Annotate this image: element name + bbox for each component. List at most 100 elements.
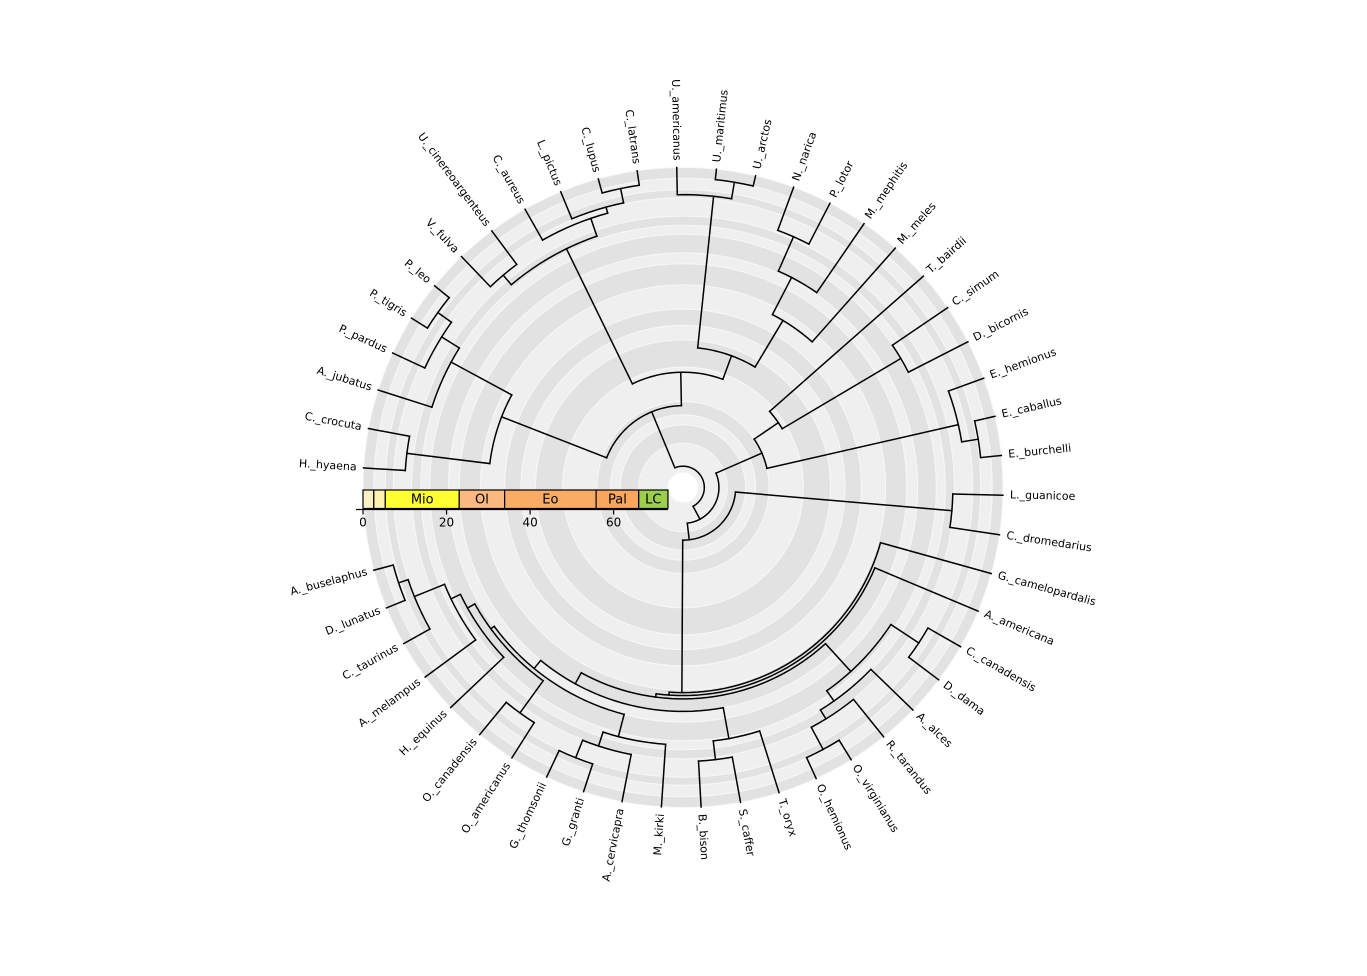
clade-arc <box>681 491 737 541</box>
terminal-branch <box>621 753 633 803</box>
tip-label: E._burchelli <box>1008 442 1072 461</box>
branch <box>450 593 462 600</box>
tip-label: C._simum <box>950 268 1002 309</box>
axis-tick-label: 0 <box>359 516 367 530</box>
terminal-branch <box>478 701 508 736</box>
tip-label: O._americanus <box>459 760 514 836</box>
branch <box>436 311 453 324</box>
epoch-label: Pal <box>608 492 627 507</box>
tip-label: A._alces <box>914 710 955 751</box>
clade-arc <box>404 435 411 472</box>
axis-tick-label: 20 <box>439 516 454 530</box>
tree-branches <box>362 166 1004 808</box>
tip-label: C._crocuta <box>304 410 363 433</box>
terminal-branch <box>410 317 429 330</box>
clade-arc <box>488 393 513 465</box>
clade-arc <box>907 626 929 659</box>
tip-label: A._melampus <box>356 675 424 729</box>
tip-label: V._fulva <box>423 216 462 256</box>
clade-arc <box>825 623 892 692</box>
clade-arc <box>443 583 477 641</box>
terminal-branch <box>559 190 573 220</box>
branch <box>712 740 717 761</box>
terminal-branch <box>768 275 925 413</box>
clade-arc <box>676 193 733 200</box>
epoch-segment <box>373 489 386 510</box>
tip-label: B._bison <box>696 814 712 861</box>
tip-label: C._canadensis <box>964 644 1039 694</box>
branch <box>397 578 410 584</box>
branch <box>730 181 736 200</box>
clade-arc <box>407 578 431 631</box>
branch <box>466 602 476 610</box>
tip-label: N._narica <box>789 130 819 183</box>
branch <box>413 583 446 598</box>
clade-arc <box>768 410 784 430</box>
clade-arc <box>776 229 810 246</box>
clade-arc <box>423 321 453 369</box>
clade-arc <box>602 731 667 746</box>
tip-label: U._americanus <box>669 79 684 161</box>
tip-label: H._equinus <box>397 707 450 758</box>
epoch-segment <box>362 489 375 510</box>
clade-arc <box>947 390 963 443</box>
epoch-segment <box>638 489 669 510</box>
clade-arc <box>473 602 545 682</box>
branch <box>766 423 960 470</box>
clade-arc <box>558 749 594 765</box>
clade-arc <box>714 178 755 187</box>
clade-arc <box>601 184 641 194</box>
terminal-branch <box>367 427 411 438</box>
terminal-branch <box>697 760 702 808</box>
clade-arc <box>712 730 761 742</box>
tip-label: L._pictus <box>534 138 565 188</box>
terminal-branch <box>731 756 742 804</box>
branch <box>753 421 780 441</box>
terminal-branch <box>377 389 433 409</box>
clade-arc <box>777 270 818 294</box>
tip-label: M._kirki <box>651 813 667 856</box>
branch <box>692 505 701 521</box>
branch <box>825 689 836 703</box>
terminal-branch <box>433 284 451 299</box>
clade-arc <box>891 344 910 374</box>
branch <box>810 726 825 751</box>
clade-arc <box>392 564 407 602</box>
tip-label: C._latrans <box>622 109 643 165</box>
tip-label: M._meles <box>895 199 939 246</box>
branch <box>819 708 827 720</box>
tip-label: P._tigris <box>367 286 409 319</box>
clade-arc <box>696 347 757 369</box>
terminal-branch <box>869 668 915 712</box>
terminal-branch <box>805 756 818 780</box>
terminal-branch <box>949 526 1001 536</box>
branch <box>771 276 793 316</box>
clade-arc <box>655 566 876 697</box>
branch <box>686 522 691 541</box>
tip-label: G._camelopardalis <box>996 569 1097 609</box>
terminal-branch <box>952 493 1004 496</box>
tip-label: R._tarandus <box>883 738 934 797</box>
clade-arc <box>697 756 734 762</box>
branch <box>440 335 461 350</box>
terminal-branch <box>852 698 885 738</box>
terminal-branch <box>362 467 407 472</box>
clade-arc <box>541 212 609 242</box>
clade-arc <box>505 701 536 724</box>
tip-label: U._arctos <box>750 118 774 171</box>
terminal-branch <box>838 739 853 761</box>
branch <box>574 671 583 685</box>
terminal-branch <box>490 229 518 266</box>
terminal-branch <box>385 599 407 609</box>
terminal-branch <box>979 454 1003 459</box>
clade-arc <box>805 739 841 759</box>
branch <box>605 206 609 215</box>
terminal-branch <box>460 255 492 288</box>
terminal-branch <box>424 638 477 679</box>
terminal-branch <box>807 202 831 246</box>
terminal-branch <box>947 377 985 393</box>
branch <box>650 410 676 469</box>
terminal-branch <box>758 730 781 794</box>
terminal-branch <box>752 174 757 187</box>
